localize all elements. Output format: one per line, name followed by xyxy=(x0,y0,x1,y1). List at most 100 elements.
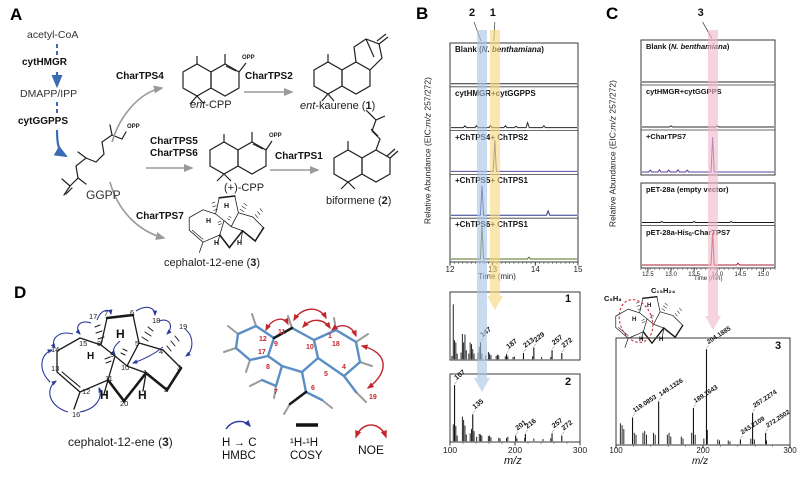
d-atom-number-3: 3 xyxy=(177,363,182,372)
d-atom-number-17: 17 xyxy=(89,312,98,321)
enzyme-chartps1: CharTPS1 xyxy=(275,151,323,162)
d-model-atom-number-19: 19 xyxy=(369,394,377,401)
chromC2-tick-4: 14.5 xyxy=(734,272,747,278)
d-atom-number-2: 2 xyxy=(164,385,169,394)
panelD-graphics xyxy=(41,306,387,439)
d-atom-number-20: 20 xyxy=(120,399,129,408)
chromC2-trace-label-1: pET-28a-His6-CharTPS7 xyxy=(646,227,731,238)
opp-label-ggpp: OPP xyxy=(127,124,140,130)
d-model-atom-number-7: 7 xyxy=(274,389,278,396)
enzyme-cythmgr: cytHMGR xyxy=(22,57,68,68)
ms3-tick-2: 300 xyxy=(783,446,797,455)
enzyme-chartps7: CharTPS7 xyxy=(136,211,184,222)
d-atom-number-8: 8 xyxy=(97,339,102,348)
panelC-inset-structure xyxy=(615,295,684,349)
chromB-tick-0: 12 xyxy=(445,265,455,274)
chromC2-tick-0: 12.5 xyxy=(642,272,654,278)
legend-noe: NOE xyxy=(358,443,385,457)
chromC2-tick-5: 15.0 xyxy=(757,272,770,278)
enzyme-cytggpps: cytGGPPS xyxy=(18,116,69,127)
d-model-atom-number-5: 5 xyxy=(324,371,328,378)
chromB-tick-2: 14 xyxy=(530,265,540,274)
c-inset-h-label-1: H xyxy=(632,317,637,323)
panel-label-d: D xyxy=(14,283,27,302)
d-atom-number-12: 12 xyxy=(82,387,91,396)
c-inset-h-label-3: H xyxy=(659,337,664,343)
a-ceph-h-label-1: H xyxy=(206,218,212,225)
opp-label-pluscpp: OPP xyxy=(269,133,282,139)
d-h-label-3: H xyxy=(138,388,147,402)
chromB-trace-label-0: Blank (N. benthamiana) xyxy=(455,45,544,54)
d-atom-number-4: 4 xyxy=(159,347,164,356)
chromB-tick-1: 13 xyxy=(488,265,498,274)
spectrum1-tag: 1 xyxy=(565,293,572,305)
d-atom-number-18: 18 xyxy=(152,316,161,325)
hmbc-arrow-icon xyxy=(225,419,251,430)
panel-label-c: C xyxy=(606,4,619,23)
panelA-graphics xyxy=(51,33,399,254)
c-inset-h-label-0: H xyxy=(647,303,652,309)
enzyme-chartps6: CharTPS6 xyxy=(150,148,198,159)
ms3-tick-0: 100 xyxy=(609,446,623,455)
formula-c15h24: C₁₅H₂₄ xyxy=(651,286,676,295)
a-ceph-h-label-2: H xyxy=(214,240,220,247)
chromC2-tick-3: 14.0 xyxy=(711,272,724,278)
b-mz-axis-label: m/z xyxy=(504,455,522,467)
d-atom-number-5: 5 xyxy=(135,339,140,348)
d-atom-number-9: 9 xyxy=(110,350,115,359)
chromB-trace-label-3: +ChTPS5+ ChTPS1 xyxy=(455,176,528,186)
enzyme-chartps2: CharTPS2 xyxy=(245,71,293,82)
d-atom-number-15: 15 xyxy=(79,339,88,348)
opp-label-entcpp: OPP xyxy=(242,55,255,61)
legend-cosy-line1: ¹H-¹H xyxy=(290,437,319,449)
chromB-tick-3: 15 xyxy=(573,265,583,274)
chromB-callout-2: 2 xyxy=(469,7,476,19)
spectrum2-tag: 2 xyxy=(565,376,572,388)
d-caption: cephalot-12-ene (3) xyxy=(68,435,173,449)
chromC1-trace-label-1: cytHMGR+cytGGPPS xyxy=(646,87,722,96)
panel-label-a: A xyxy=(10,5,23,24)
chromB-trace-label-4: +ChTPS6+ ChTPS1 xyxy=(455,220,528,230)
ms3-tick-1: 200 xyxy=(696,446,710,455)
d-h-label-1: H xyxy=(87,351,95,362)
d-model-atom-number-8: 8 xyxy=(266,364,270,371)
panel-label-b: B xyxy=(416,4,429,23)
d-h-label-0: H xyxy=(116,327,125,341)
ms2-tick-2: 300 xyxy=(572,445,588,455)
ms2-tick-1: 200 xyxy=(507,445,523,455)
d-model-atom-number-12: 12 xyxy=(259,336,267,343)
chromC1-trace-label-0: Blank (N. benthamiana) xyxy=(646,42,730,51)
legend-hmbc-line1: H → C xyxy=(222,437,257,449)
d-model-atom-number-11: 11 xyxy=(278,329,286,336)
d-atom-number-14: 14 xyxy=(51,345,60,354)
compound-ent-kaurene: ent-kaurene (1) xyxy=(300,100,376,112)
d-h-label-2: H xyxy=(100,388,109,402)
chromC1-callout-3: 3 xyxy=(697,7,704,19)
chromB-trace-label-1: cytHMGR+cytGGPPS xyxy=(455,88,536,98)
a-ceph-h-label-3: H xyxy=(237,240,243,247)
d-atom-number-6: 6 xyxy=(130,308,135,317)
c-mz-axis-label: m/z xyxy=(692,456,709,467)
chromC2-tick-1: 13.0 xyxy=(665,272,677,278)
chromC2-tick-2: 13.5 xyxy=(688,272,700,278)
chromB-trace-label-2: +ChTPS4+ ChTPS2 xyxy=(455,132,528,142)
ms2-tick-0: 100 xyxy=(442,445,458,455)
d-model-atom-number-6: 6 xyxy=(311,385,315,392)
d-atom-number-1: 1 xyxy=(143,368,148,377)
chromC2-trace-label-0: pET-28a (empty vector) xyxy=(646,185,729,194)
legend-cosy-line2: COSY xyxy=(290,450,323,462)
d-atom-number-10: 10 xyxy=(121,363,130,372)
legend-hmbc-line2: HMBC xyxy=(222,450,256,462)
spectrum3-tag: 3 xyxy=(775,340,782,352)
d-atom-number-11: 11 xyxy=(105,374,113,383)
compound-ent-cpp: ent-CPP xyxy=(190,99,232,111)
enzyme-chartps4: CharTPS4 xyxy=(116,71,164,82)
d-atom-number-13: 13 xyxy=(51,364,60,373)
d-atom-number-16: 16 xyxy=(72,410,81,419)
chromB-callout-1: 1 xyxy=(489,7,496,19)
compound-cephalotene: cephalot-12-ene (3) xyxy=(164,257,261,269)
node-acetyl-coa: acetyl-CoA xyxy=(27,29,79,41)
enzyme-chartps5: CharTPS5 xyxy=(150,136,198,147)
